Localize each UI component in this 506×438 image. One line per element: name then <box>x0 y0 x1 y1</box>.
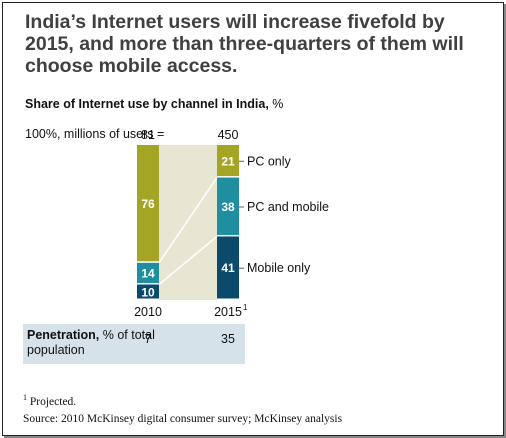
bar-value-label: 21 <box>221 154 235 168</box>
legend-label-pc-and-mobile: PC and mobile <box>247 200 329 214</box>
bar-value-label: 76 <box>141 197 155 211</box>
penetration-label-rest: % of total population <box>27 328 155 357</box>
bar-value-label: 38 <box>221 200 235 214</box>
category-superscript: 1 <box>243 303 248 312</box>
category-label: 2015 <box>214 305 242 319</box>
bar-value-label: 10 <box>141 285 155 299</box>
source-note: Source: 2010 McKinsey digital consumer s… <box>23 413 343 425</box>
subtitle-unit: % <box>272 97 284 111</box>
penetration-value: 7 <box>145 332 152 346</box>
bar-segment-2015-mobile-only <box>217 236 239 299</box>
connector-band <box>159 145 217 300</box>
bar-segment-2015-pc-only <box>217 145 239 177</box>
chart-subtitle: Share of Internet use by channel in Indi… <box>25 97 283 111</box>
bar-segment-2015-pc-and-mobile <box>217 177 239 235</box>
penetration-value: 35 <box>221 332 235 346</box>
legend-label-pc-only: PC only <box>247 154 292 168</box>
penetration-row: Penetration, % of total population <box>23 324 245 364</box>
footnote: 1 Projected. <box>23 393 76 408</box>
bar-total-label: 81 <box>141 128 155 142</box>
bar-segment-2010-mobile-only <box>137 284 159 299</box>
units-label: 100%, millions of users = <box>25 127 165 141</box>
bar-segment-2010-pc-only <box>137 145 159 262</box>
bar-total-label: 450 <box>218 128 239 142</box>
penetration-label: Penetration, % of total population <box>27 328 157 358</box>
footnote-text: Projected. <box>29 395 77 408</box>
subtitle-text: Share of Internet use by channel in Indi… <box>25 97 269 111</box>
headline: India’s Internet users will increase fiv… <box>25 11 464 77</box>
connector-line <box>158 177 218 264</box>
footnote-marker: 1 <box>23 393 27 402</box>
legend-label-mobile-only: Mobile only <box>247 261 311 275</box>
category-label: 2010 <box>134 305 162 319</box>
bar-segment-2010-pc-and-mobile <box>137 262 159 283</box>
penetration-label-strong: Penetration, <box>27 328 100 342</box>
bar-value-label: 14 <box>141 267 155 281</box>
bar-value-label: 41 <box>221 261 235 275</box>
connector-line <box>158 235 218 286</box>
stacked-bar-chart: 10 14 76 81 2010 7 41 38 21 450 2015 1 35 Mobile only… <box>134 128 329 346</box>
